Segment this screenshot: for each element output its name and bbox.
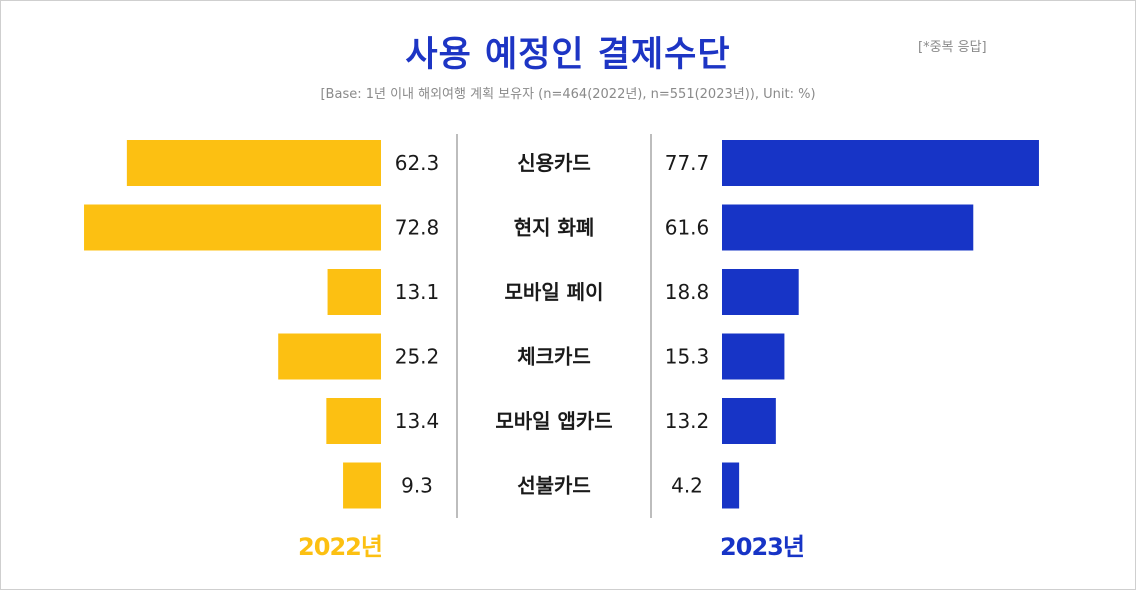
- value-label-2023: 4.2: [671, 474, 703, 498]
- multiple-response-note: [*중복 응답]: [918, 40, 987, 55]
- value-label-2022: 62.3: [395, 151, 440, 175]
- bar-2022: [343, 462, 381, 509]
- legend-2023: 2023년: [720, 533, 804, 561]
- bar-2022: [84, 204, 381, 251]
- value-label-2022: 25.2: [395, 345, 440, 369]
- value-label-2022: 13.1: [395, 280, 440, 304]
- value-label-2022: 72.8: [395, 216, 440, 240]
- bar-2022: [327, 269, 381, 315]
- value-label-2022: 13.4: [395, 409, 440, 433]
- bar-2023: [722, 204, 974, 251]
- category-label: 체크카드: [517, 345, 591, 369]
- bar-2022: [326, 398, 381, 444]
- category-label: 모바일 앱카드: [495, 409, 612, 433]
- bar-2023: [722, 398, 776, 444]
- bar-2023: [722, 462, 740, 509]
- bar-2023: [722, 333, 785, 380]
- category-label: 현지 화폐: [514, 216, 595, 240]
- chart-title: 사용 예정인 결제수단: [405, 35, 731, 75]
- value-label-2023: 13.2: [665, 409, 710, 433]
- bar-2023: [722, 140, 1039, 186]
- value-label-2023: 18.8: [665, 280, 710, 304]
- category-label: 선불카드: [517, 474, 591, 498]
- category-label: 신용카드: [517, 151, 591, 175]
- category-label: 모바일 페이: [505, 280, 604, 304]
- bar-2022: [278, 333, 381, 380]
- value-label-2023: 61.6: [665, 216, 710, 240]
- base-note: [Base: 1년 이내 해외여행 계획 보유자 (n=464(2022년), …: [320, 87, 816, 102]
- value-label-2022: 9.3: [401, 474, 433, 498]
- value-label-2023: 15.3: [665, 345, 710, 369]
- bar-2022: [126, 140, 381, 186]
- bar-2023: [722, 269, 799, 315]
- value-label-2023: 77.7: [665, 151, 710, 175]
- legend-2022: 2022년: [298, 533, 382, 561]
